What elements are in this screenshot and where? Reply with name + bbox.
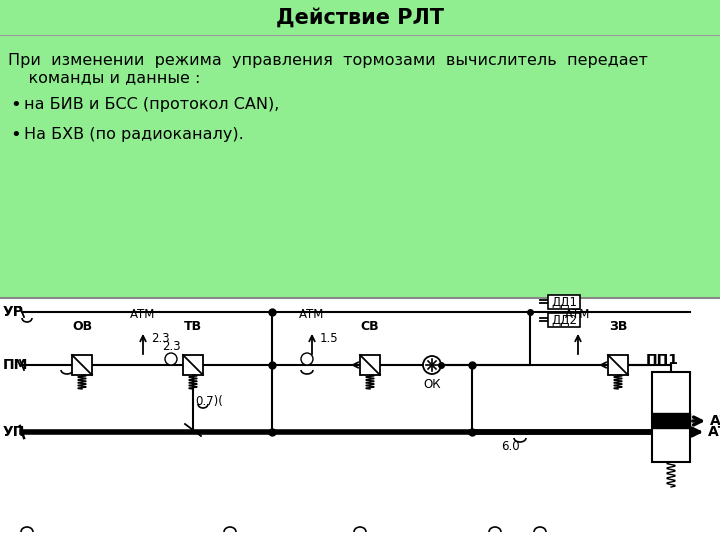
Circle shape (423, 356, 441, 374)
Text: При  изменении  режима  управления  тормозами  вычислитель  передает: При изменении режима управления тормозам… (8, 52, 648, 68)
Text: ЗВ: ЗВ (609, 321, 627, 334)
Text: на БИВ и БСС (протокол CAN),: на БИВ и БСС (протокол CAN), (24, 98, 279, 112)
Bar (548, 313, 580, 327)
Text: УП: УП (3, 425, 25, 439)
Text: ОВ: ОВ (72, 321, 92, 334)
Text: АТМ: АТМ (710, 414, 720, 428)
Text: СВ: СВ (361, 321, 379, 334)
Bar (548, 295, 580, 309)
Text: 6.0: 6.0 (500, 441, 519, 454)
Text: АТМ: АТМ (130, 308, 156, 321)
Text: ДД1: ДД1 (551, 295, 577, 308)
Text: команды и данные :: команды и данные : (8, 71, 200, 85)
Text: АТМ: АТМ (708, 425, 720, 439)
Text: На БХВ (по радиоканалу).: На БХВ (по радиоканалу). (24, 127, 244, 143)
Bar (360, 355, 380, 375)
Text: Действие РЛТ: Действие РЛТ (276, 8, 444, 28)
Text: ОК: ОК (423, 379, 441, 392)
Text: •: • (10, 126, 21, 144)
Bar (608, 355, 628, 375)
Text: УР: УР (3, 305, 24, 319)
Text: 1.5: 1.5 (320, 333, 338, 346)
Bar (0, 298, 720, 540)
Bar (183, 355, 203, 375)
Circle shape (165, 353, 177, 365)
Circle shape (301, 353, 313, 365)
Text: 0.7)(: 0.7)( (195, 395, 223, 408)
Bar (72, 355, 92, 375)
Text: ТВ: ТВ (184, 321, 202, 334)
Text: ДД2: ДД2 (551, 314, 577, 327)
Text: •: • (10, 96, 21, 114)
Text: АТМ: АТМ (300, 308, 325, 321)
Text: ПМ: ПМ (3, 358, 28, 372)
Text: ПП1: ПП1 (646, 353, 679, 367)
Bar (652, 372, 690, 462)
Text: АТМ: АТМ (565, 308, 590, 321)
Bar (652, 413, 690, 428)
Text: 2.3: 2.3 (162, 341, 180, 354)
Text: 2.3: 2.3 (151, 333, 170, 346)
